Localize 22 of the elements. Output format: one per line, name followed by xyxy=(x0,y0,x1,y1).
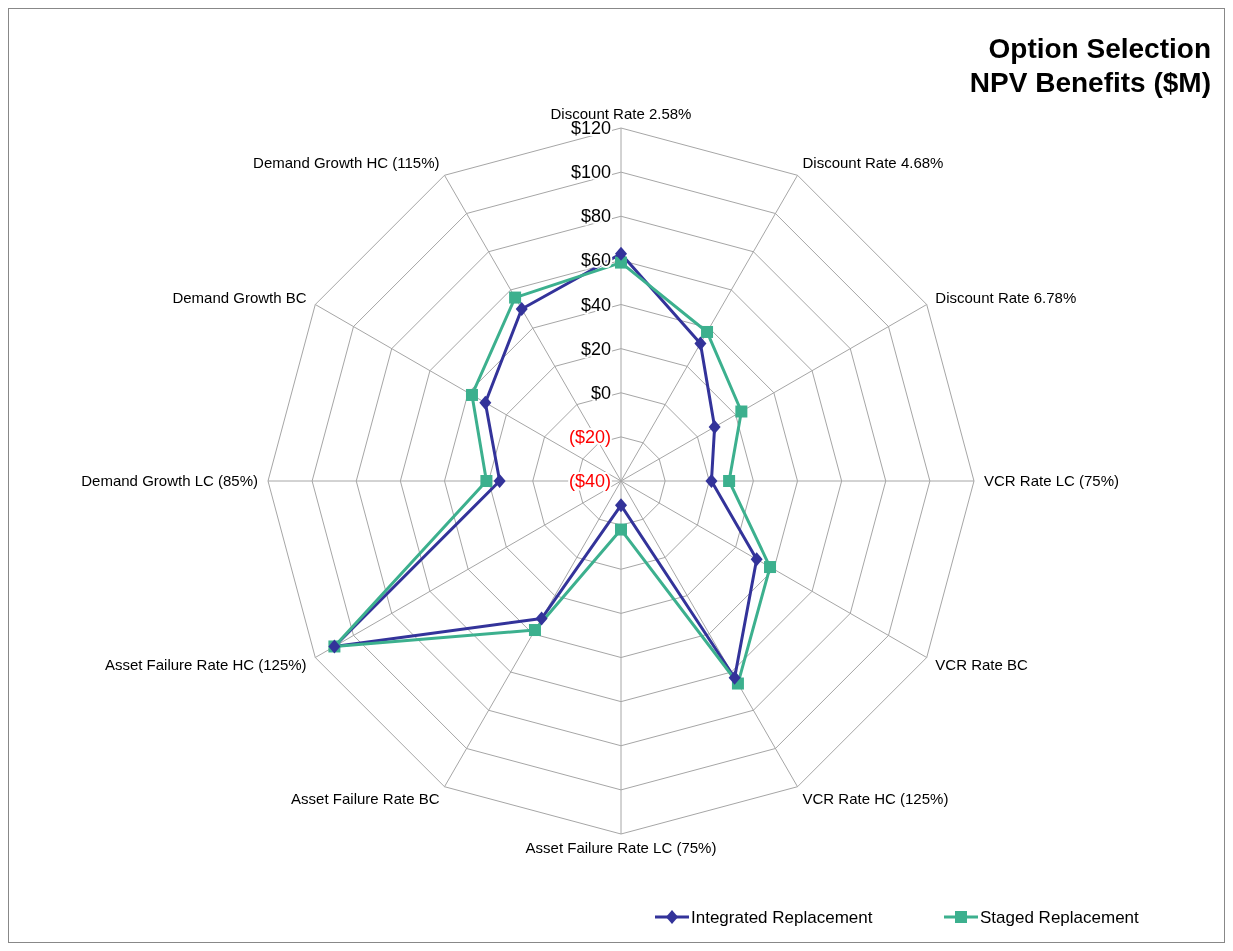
y-tick-label: $80 xyxy=(580,206,611,227)
spoke-label: Asset Failure Rate LC (75%) xyxy=(525,839,717,856)
spoke-label: Demand Growth BC xyxy=(172,288,307,306)
y-tick-label: $0 xyxy=(590,382,611,403)
spoke-label: VCR Rate LC (75%) xyxy=(984,472,1120,489)
spoke-label: VCR Rate BC xyxy=(935,655,1029,673)
chart-title: Option Selection NPV Benefits ($M) xyxy=(969,33,1211,98)
y-tick-label: $60 xyxy=(580,250,611,271)
y-tick-label: $20 xyxy=(580,338,611,359)
y-tick-label: $40 xyxy=(580,294,611,315)
legend-label: Staged Replacement xyxy=(980,908,1140,927)
y-tick-label: ($20) xyxy=(568,426,611,447)
spoke-label: Asset Failure Rate HC (125%) xyxy=(104,655,307,673)
legend-label: Integrated Replacement xyxy=(691,908,873,927)
spoke-label: Demand Growth LC (85%) xyxy=(81,472,258,489)
spoke-label: Discount Rate 4.68% xyxy=(802,154,944,172)
spoke-label: Demand Growth HC (115%) xyxy=(253,154,440,172)
y-tick-label: $100 xyxy=(570,162,611,183)
y-tick-label: ($40) xyxy=(568,471,611,491)
spoke-label: Asset Failure Rate BC xyxy=(291,789,440,807)
spoke-label: VCR Rate HC (125%) xyxy=(802,789,949,807)
spoke-label: Discount Rate 6.78% xyxy=(935,288,1077,306)
